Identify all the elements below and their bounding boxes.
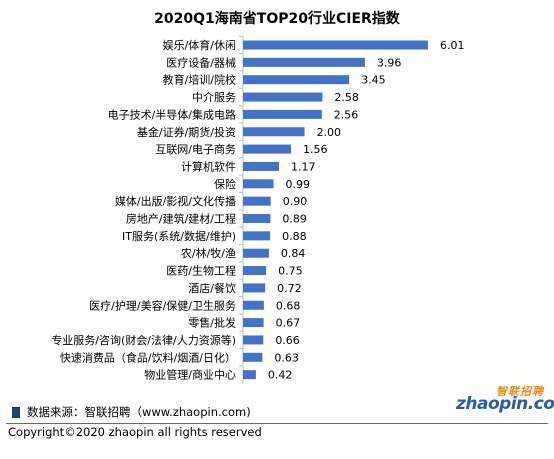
value-label: 0.68 [276,299,301,312]
value-label: 6.01 [440,39,465,52]
value-label: 0.67 [276,317,301,330]
bar [243,214,271,223]
category-label: 农/林/牧/渔 [181,246,236,260]
category-label: 中介服务 [192,91,236,104]
bar [243,92,323,102]
bar [243,161,279,171]
logo-en: zhaopin.com [456,394,554,414]
footer-divider [6,423,548,424]
value-label: 3.96 [377,56,402,69]
value-label: 0.75 [278,265,303,278]
value-label: 0.84 [281,247,306,260]
category-label: 娱乐/体育/休闲 [163,38,236,52]
category-label: 医药/生物工程 [166,264,236,278]
category-label: 零售/批发 [188,316,236,330]
category-label: 酒店/餐饮 [188,281,236,295]
bar [243,370,256,380]
bar [243,40,428,50]
value-label: 0.90 [283,195,308,208]
logo-cn: 智联招聘 [496,385,544,398]
value-label: 2.58 [334,91,359,104]
category-label: 房地产/建筑/建材/工程 [126,212,236,226]
zhaopin-logo: 智联招聘 zhaopin.com [456,383,554,419]
copyright: Copyright©2020 zhaopin all rights reserv… [8,425,262,439]
bar [243,179,274,189]
bar [243,144,291,154]
category-label: 基金/证券/期货/投资 [137,125,236,139]
category-label: IT服务(系统/数据/维护) [122,229,236,243]
bar [243,352,263,362]
category-label: 媒体/出版/影视/文化传播 [115,194,236,208]
chart-title: 2020Q1海南省TOP20行业CIER指数 [154,11,400,27]
bar-chart: 娱乐/体育/休闲 6.01 医疗设备/器械 3.96 教育/培训/院校 3.45 中介服务 2… [51,35,465,384]
bar [243,300,264,310]
value-label: 0.88 [282,230,307,243]
value-label: 0.89 [282,213,307,226]
value-label: 1.17 [291,160,316,173]
category-label: 物业管理/商业中心 [144,368,236,382]
bar [243,75,350,85]
category-label: 计算机软件 [181,159,236,173]
value-label: 0.66 [275,334,300,347]
value-label: 0.99 [285,178,310,191]
category-label: 专业服务/咨询(财会/法律/人力资源等) [51,333,236,347]
value-label: 0.42 [268,369,293,382]
data-source: 数据来源：智联招聘（www.zhaopin.com) [27,405,251,419]
bar [243,196,271,206]
bar [243,231,271,241]
category-label: 保险 [214,177,236,191]
bar [243,283,266,293]
category-label: 医疗/护理/美容/保健/卫生服务 [89,298,236,312]
value-label: 2.00 [317,126,342,139]
category-label: 医疗设备/器械 [166,55,236,69]
source-marker [12,407,20,418]
bar [243,109,322,119]
category-label: 快速消费品（食品/饮料/烟酒/日化） [60,350,236,364]
category-label: 电子技术/半导体/集成电路 [108,107,236,121]
category-label: 教育/培训/院校 [163,73,236,87]
bar [243,248,269,258]
bar [243,266,267,276]
value-label: 1.56 [303,143,328,156]
value-label: 2.56 [334,108,359,121]
bar [243,127,305,137]
value-label: 0.63 [274,351,299,364]
bar [243,318,264,328]
value-label: 0.72 [277,282,302,295]
category-label: 互联网/电子商务 [155,142,236,156]
value-label: 3.45 [361,74,386,87]
bar [243,335,264,345]
bar [243,57,365,67]
